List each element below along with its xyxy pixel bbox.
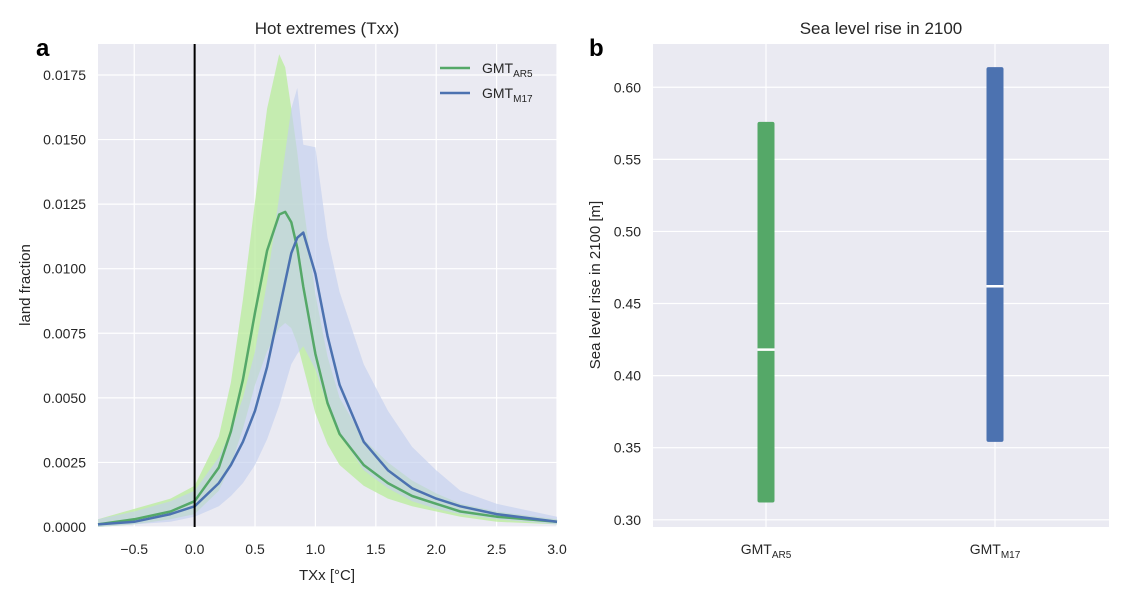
range-bar-m17 [986, 67, 1004, 442]
panel-letter-a: a [36, 35, 50, 62]
y-axis-label-a: land fraction [17, 244, 34, 326]
y-tick-labels-a: 0.0000 0.0025 0.0050 0.0075 0.0100 0.0125 0.01… [43, 67, 86, 535]
y-tick-label: 0.0125 [43, 196, 86, 212]
x-tick-label-m17: GMTM17 [970, 541, 1021, 561]
x-tick-label: 3.0 [547, 541, 567, 557]
range-bars-b [757, 67, 1004, 503]
y-tick-label: 0.50 [614, 223, 641, 239]
range-bar-ar5 [757, 121, 775, 503]
legend-label-m17: GMTM17 [482, 85, 533, 105]
x-tick-label: 1.5 [366, 541, 386, 557]
x-tick-labels-a: −0.5 0.0 0.5 1.0 1.5 2.0 2.5 3.0 [120, 541, 567, 557]
y-tick-label: 0.0050 [43, 390, 86, 406]
y-tick-label: 0.0025 [43, 454, 86, 470]
y-tick-label: 0.30 [614, 512, 641, 528]
legend-a: GMTAR5 GMTM17 [440, 60, 533, 105]
panel-letter-b: b [589, 35, 604, 62]
series-line-ar5 [97, 210, 558, 526]
x-tick-label-ar5: GMTAR5 [741, 541, 792, 561]
band-ar5 [98, 54, 557, 528]
x-tick-label: 2.5 [487, 541, 507, 557]
y-tick-label: 0.40 [614, 368, 641, 384]
y-tick-label: 0.45 [614, 296, 641, 312]
legend-label-ar5: GMTAR5 [482, 60, 533, 80]
y-tick-label: 0.55 [614, 151, 641, 167]
y-tick-label: 0.60 [614, 79, 641, 95]
y-tick-label: 0.0075 [43, 325, 86, 341]
y-tick-label: 0.0175 [43, 67, 86, 83]
y-tick-labels-b: 0.30 0.35 0.40 0.45 0.50 0.55 0.60 [614, 79, 641, 528]
y-axis-label-b: Sea level rise in 2100 [m] [587, 201, 604, 369]
series-lines-a [97, 210, 558, 526]
plot-area-b [653, 44, 1109, 527]
x-tick-label: 1.0 [306, 541, 326, 557]
band-m17 [98, 87, 557, 528]
chart-title-a: Hot extremes (Txx) [255, 19, 400, 38]
x-tick-label: 0.0 [185, 541, 205, 557]
x-tick-label: 0.5 [245, 541, 265, 557]
uncertainty-bands-a [98, 54, 557, 528]
x-axis-label-a: TXx [°C] [299, 567, 355, 584]
chart-title-b: Sea level rise in 2100 [800, 19, 963, 38]
y-tick-label: 0.0100 [43, 261, 86, 277]
y-tick-label: 0.0150 [43, 132, 86, 148]
series-line-m17 [97, 231, 558, 526]
panel-b-sea-level: b Sea level rise in 2100 0.30 0.35 0.40 0.4… [587, 19, 1109, 561]
panel-a-hot-extremes: a Hot extremes (Txx) −0.5 0.0 0.5 1.0 1.5 2.0… [17, 19, 567, 584]
y-tick-label: 0.35 [614, 440, 641, 456]
x-tick-label: 2.0 [426, 541, 446, 557]
y-tick-label: 0.0000 [43, 519, 86, 535]
x-tick-label: −0.5 [120, 541, 148, 557]
x-tick-labels-b: GMTAR5 GMTM17 [741, 541, 1021, 561]
